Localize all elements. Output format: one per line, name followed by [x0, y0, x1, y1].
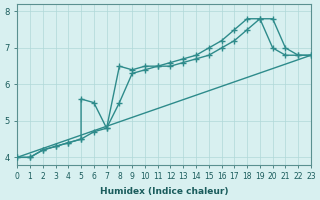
X-axis label: Humidex (Indice chaleur): Humidex (Indice chaleur) — [100, 187, 228, 196]
